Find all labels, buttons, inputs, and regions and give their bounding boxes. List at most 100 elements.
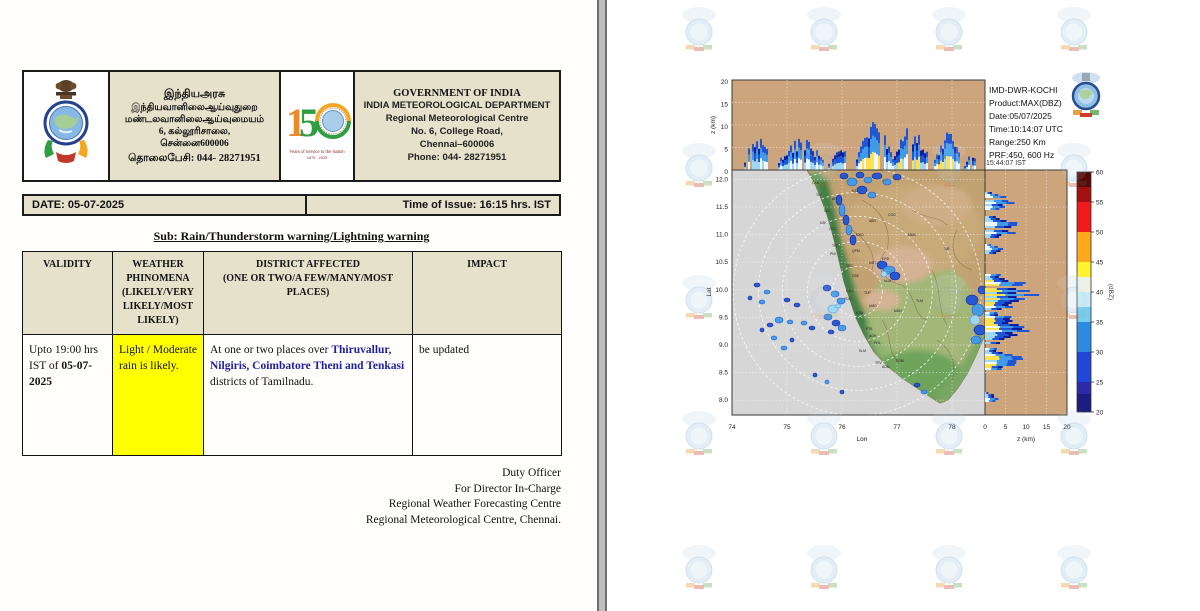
svg-text:MDU: MDU [894, 309, 902, 313]
svg-text:11.0: 11.0 [716, 232, 729, 239]
imd-corner-logo-icon [1071, 72, 1101, 117]
svg-text:MKD: MKD [856, 233, 864, 237]
phenomena-cell: Light / Moderate rain is likely. [112, 334, 204, 456]
district-names: Thiruvallur, Nilgiris, Coimbatore Theni … [210, 344, 405, 372]
warning-table: VALIDITY WEATHER PHINOMENA (LIKELY/VERY … [22, 251, 562, 456]
district-cell: At one or two places over Thiruvallur, N… [203, 334, 413, 456]
svg-text:KOM: KOM [896, 359, 904, 363]
radar-product: Product:MAX(DBZ) [989, 98, 1062, 108]
svg-text:NLM: NLM [884, 279, 891, 283]
svg-text:KZJ: KZJ [852, 189, 858, 193]
signature-line: Regional Weather Forecasting Centre [388, 498, 561, 510]
svg-text:TRC: TRC [846, 264, 854, 268]
svg-text:0: 0 [724, 169, 728, 176]
svg-text:ABR: ABR [869, 219, 877, 223]
svg-text:APT: APT [832, 197, 839, 201]
govt-line: Phone: 044- 28271951 [407, 152, 507, 163]
svg-text:TRV: TRV [875, 361, 882, 365]
impact-cell: be updated [412, 334, 562, 456]
digit-5: 5 [299, 100, 319, 145]
radar-info-block: IMD-DWR-KOCHI Product:MAX(DBZ) Date:05/0… [989, 84, 1104, 162]
ashoka-pillar-icon [55, 80, 77, 99]
svg-text:50: 50 [1096, 230, 1104, 237]
svg-text:12.0: 12.0 [715, 176, 728, 183]
col-header-impact: IMPACT [412, 251, 562, 335]
imd-emblem [24, 72, 110, 180]
validity-date: 05-07-2025 [29, 360, 93, 388]
signature-line: Duty Officer [502, 467, 561, 479]
radar-range: Range:250 Km [989, 137, 1046, 147]
radar-time-ist: 15:44:07 IST [986, 160, 1027, 167]
svg-text:TLY: TLY [816, 193, 823, 197]
radar-date: Date:05/07/2025 [989, 111, 1052, 121]
govt-line: GOVERNMENT OF INDIA [393, 88, 521, 99]
svg-text:PHL: PHL [874, 341, 881, 345]
svg-text:KTM: KTM [856, 311, 863, 315]
digit-1: 1 [286, 100, 306, 145]
svg-text:Lon: Lon [857, 436, 868, 443]
svg-text:5: 5 [724, 147, 728, 154]
validity-text: Upto 19:00 hrs IST of [29, 344, 98, 372]
svg-text:QPM: QPM [852, 249, 860, 253]
svg-text:9.5: 9.5 [719, 314, 728, 321]
issue-date: DATE: 05-07-2025 [24, 196, 307, 214]
govt-line: Regional Meteorological Centre [385, 113, 529, 124]
imd-emblem-logo [43, 80, 89, 163]
axis-labels: 0 5 10 15 20 12.0 11.5 11.0 10.5 10.0 9.5 9.0 8.5 8.0… [706, 79, 1071, 443]
govt-line: No. 6, College Road, [411, 126, 503, 137]
svg-text:OLI: OLI [824, 209, 830, 213]
svg-text:z (km): z (km) [1017, 436, 1035, 443]
svg-text:z (km): z (km) [710, 116, 717, 134]
150-logo: 1 5 Years of Service to the Nation 1875 … [286, 100, 351, 160]
svg-text:0: 0 [983, 424, 987, 431]
svg-text:ERD: ERD [882, 257, 890, 261]
svg-text:40: 40 [1096, 290, 1104, 297]
svg-text:8.0: 8.0 [719, 397, 728, 404]
svg-text:KDC: KDC [844, 297, 852, 301]
svg-text:77: 77 [893, 424, 901, 431]
svg-text:COC: COC [846, 289, 854, 293]
svg-text:15: 15 [721, 102, 729, 109]
svg-text:PNI: PNI [830, 252, 836, 256]
tamil-line: இந்தியவானிலைஆய்வுதுறை [131, 102, 258, 113]
150-globe-icon [315, 103, 351, 139]
map-panel: CANTLYKZJGUNAPTOLIKZKCCJABRCOGMKDTRRPNIQ… [732, 170, 985, 415]
govt-line: Chennai–600006 [419, 139, 495, 150]
time-of-issue: Time of Issue: 16:15 hrs. IST [402, 199, 551, 211]
svg-text:CCJ: CCJ [829, 227, 836, 231]
svg-text:KZK: KZK [820, 221, 827, 225]
svg-text:AGH: AGH [869, 334, 877, 338]
svg-text:MAN: MAN [908, 233, 916, 237]
svg-text:9.0: 9.0 [719, 342, 728, 349]
svg-text:10.5: 10.5 [715, 259, 728, 266]
col-header-phenomena: WEATHER PHINOMENA (LIKELY/VERY LIKELY/MO… [112, 251, 204, 335]
radar-image-page: CANTLYKZJGUNAPTOLIKZKCCJABRCOGMKDTRRPNIQ… [607, 0, 1200, 611]
svg-text:5: 5 [1004, 424, 1008, 431]
page-divider [597, 0, 607, 611]
tamil-line: இந்தியஅரசு [163, 87, 226, 100]
radar-time-utc: Time:10:14:07 UTC [989, 124, 1063, 134]
svg-text:55: 55 [1096, 200, 1104, 207]
svg-text:15: 15 [1043, 424, 1051, 431]
validity-cell: Upto 19:00 hrs IST of 05-07-2025 [22, 334, 113, 456]
district-prefix: At one or two places over [210, 344, 332, 356]
svg-text:60: 60 [1096, 170, 1104, 177]
svg-text:(dBZ): (dBZ) [1107, 284, 1114, 300]
150-caption-1: Years of Service to the Nation [289, 149, 345, 154]
col-header-district: DISTRICT AFFECTED (ONE OR TWO/A FEW/MANY… [203, 251, 413, 335]
svg-text:COG: COG [888, 213, 896, 217]
date-time-bar: DATE: 05-07-2025 Time of Issue: 16:15 hr… [22, 194, 561, 216]
tamil-line: மண்டலவானிலைஆய்வுமையம் [124, 114, 265, 125]
subject-line: Sub: Rain/Thunderstorm warning/Lightning… [153, 229, 430, 243]
tamil-line: 6, கல்லூரிசாலை, [158, 126, 231, 137]
svg-text:76: 76 [838, 424, 846, 431]
svg-text:75: 75 [783, 424, 791, 431]
svg-text:10.0: 10.0 [715, 287, 728, 294]
letterhead: இந்தியஅரசு இந்தியவானிலைஆய்வுதுறை மண்டலவா… [22, 70, 561, 182]
radar-station: IMD-DWR-KOCHI [989, 85, 1058, 95]
svg-text:74: 74 [728, 424, 736, 431]
svg-text:11.5: 11.5 [716, 204, 729, 211]
col-header-validity: VALIDITY [22, 251, 113, 335]
warning-table-data-row: Upto 19:00 hrs IST of 05-07-2025 Light /… [22, 334, 562, 456]
